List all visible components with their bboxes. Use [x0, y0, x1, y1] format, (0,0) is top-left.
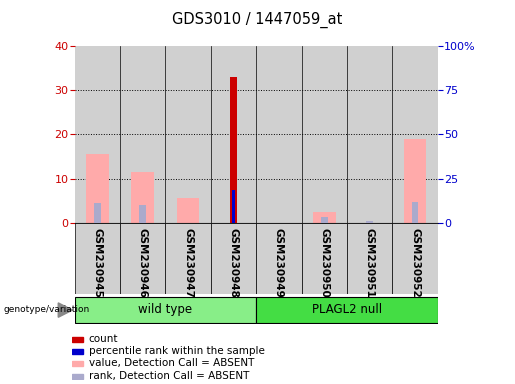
Text: genotype/variation: genotype/variation	[4, 305, 90, 314]
Bar	[120, 46, 165, 223]
Polygon shape	[58, 303, 73, 317]
Text: GSM230948: GSM230948	[229, 228, 238, 298]
Bar	[211, 46, 256, 223]
Bar	[75, 297, 256, 323]
Bar	[177, 199, 199, 223]
Text: percentile rank within the sample: percentile rank within the sample	[89, 346, 264, 356]
Bar	[347, 46, 392, 223]
Bar	[165, 223, 211, 294]
Bar	[256, 297, 438, 323]
Bar	[302, 223, 347, 294]
Bar	[131, 172, 154, 223]
Text: PLAGL2 null: PLAGL2 null	[312, 303, 382, 316]
Bar	[72, 361, 83, 366]
Bar	[120, 223, 165, 294]
Bar	[140, 205, 146, 223]
Bar	[366, 221, 373, 223]
Bar	[72, 337, 83, 342]
Text: GSM230947: GSM230947	[183, 228, 193, 298]
Text: GDS3010 / 1447059_at: GDS3010 / 1447059_at	[173, 12, 342, 28]
Bar	[75, 223, 120, 294]
Text: value, Detection Call = ABSENT: value, Detection Call = ABSENT	[89, 358, 254, 368]
Text: rank, Detection Call = ABSENT: rank, Detection Call = ABSENT	[89, 371, 249, 381]
Bar	[321, 217, 328, 223]
Text: GSM230949: GSM230949	[274, 228, 284, 298]
Bar	[230, 77, 237, 223]
Text: GSM230946: GSM230946	[138, 228, 148, 298]
Bar	[165, 46, 211, 223]
Text: GSM230952: GSM230952	[410, 228, 420, 298]
Bar	[404, 139, 426, 223]
Bar	[313, 212, 336, 223]
Text: GSM230950: GSM230950	[319, 228, 329, 298]
Bar	[347, 223, 392, 294]
Bar	[392, 223, 438, 294]
Bar	[72, 349, 83, 354]
Text: count: count	[89, 334, 118, 344]
Bar	[211, 223, 256, 294]
Bar	[75, 46, 120, 223]
Bar	[256, 223, 302, 294]
Bar	[392, 46, 438, 223]
Bar	[302, 46, 347, 223]
Bar	[256, 46, 302, 223]
Text: GSM230951: GSM230951	[365, 228, 375, 298]
Bar	[411, 202, 419, 223]
Bar	[232, 190, 235, 223]
Text: GSM230945: GSM230945	[92, 228, 102, 298]
Bar	[86, 154, 109, 223]
Bar	[94, 203, 101, 223]
Text: wild type: wild type	[139, 303, 193, 316]
Bar	[72, 374, 83, 379]
